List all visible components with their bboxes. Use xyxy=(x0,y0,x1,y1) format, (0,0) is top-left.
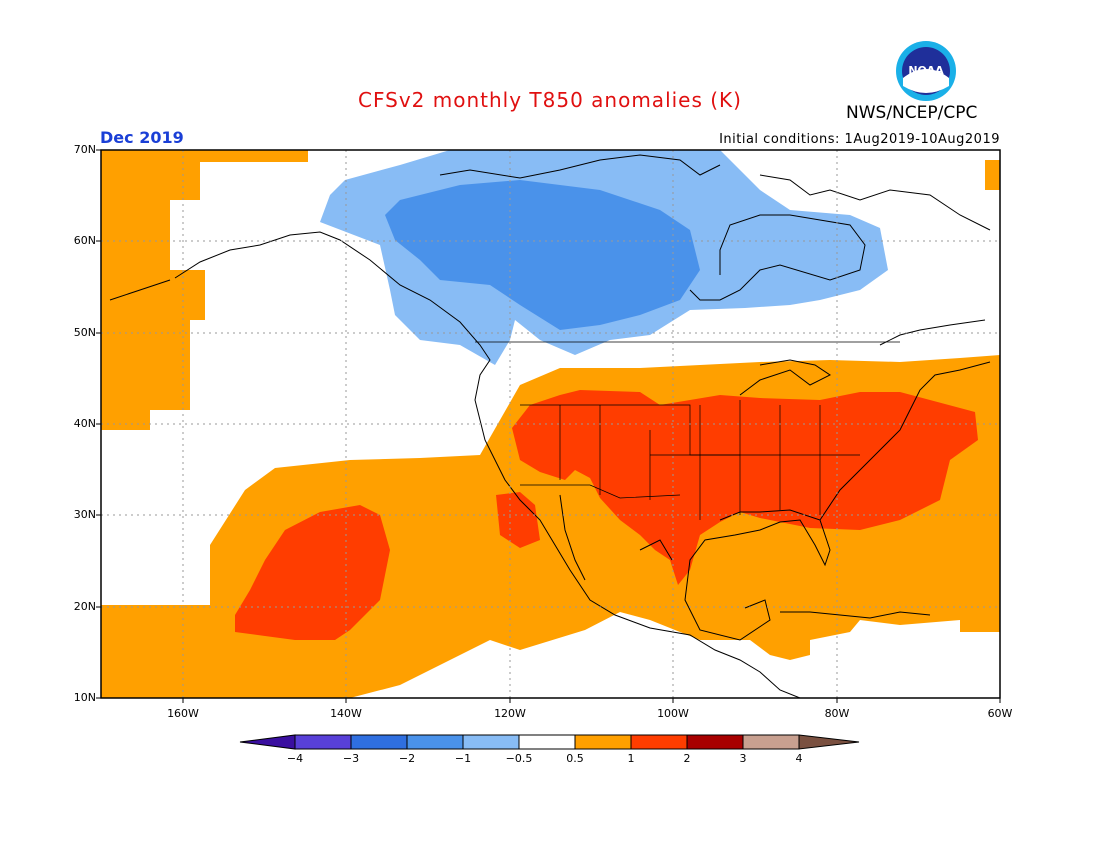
colorbar-max-arrow xyxy=(798,734,860,750)
colorbar-label: 1 xyxy=(627,752,635,765)
noaa-logo-icon: NOAA xyxy=(896,41,956,101)
logo-text: NOAA xyxy=(908,64,944,77)
colorbar-swatch xyxy=(350,734,408,750)
anomaly-neg1-neg2-shading xyxy=(385,180,700,330)
colorbar-label: −2 xyxy=(398,752,416,765)
anomaly-1-2-shading xyxy=(235,390,978,640)
initial-conditions: Initial conditions: 1Aug2019-10Aug2019 xyxy=(719,132,1000,147)
lon-label-80w: 80W xyxy=(824,707,850,720)
colorbar-swatch xyxy=(574,734,632,750)
colorbar-min-arrow xyxy=(239,734,296,750)
lon-label-120w: 120W xyxy=(494,707,526,720)
lon-label-100w: 100W xyxy=(657,707,689,720)
colorbar-swatch xyxy=(462,734,520,750)
graticule xyxy=(101,150,1000,698)
colorbar-swatch xyxy=(406,734,464,750)
colorbar-swatch xyxy=(518,734,576,750)
lat-label-50n: 50N xyxy=(73,326,96,339)
colorbar-label: −4 xyxy=(286,752,304,765)
lat-label-10n: 10N xyxy=(73,691,96,704)
colorbar-swatch xyxy=(686,734,744,750)
colorbar-label: 0.5 xyxy=(566,752,584,765)
colorbar-swatch xyxy=(294,734,352,750)
colorbar-swatch xyxy=(630,734,688,750)
lat-label-40n: 40N xyxy=(73,417,96,430)
colorbar-swatch xyxy=(742,734,800,750)
colorbar-label: 3 xyxy=(739,752,747,765)
lat-label-70n: 70N xyxy=(73,143,96,156)
org-label: NWS/NCEP/CPC xyxy=(846,103,978,123)
lat-label-60n: 60N xyxy=(73,234,96,247)
map-title: CFSv2 monthly T850 anomalies (K) xyxy=(358,88,742,112)
lon-label-140w: 140W xyxy=(330,707,362,720)
coastlines xyxy=(109,154,991,698)
axis-ticks xyxy=(96,149,1001,703)
colorbar-label: −3 xyxy=(342,752,360,765)
lon-label-60w: 60W xyxy=(987,707,1013,720)
colorbar-label: 2 xyxy=(683,752,691,765)
political-borders xyxy=(475,341,900,520)
lon-label-160w: 160W xyxy=(167,707,199,720)
lat-label-20n: 20N xyxy=(73,600,96,613)
colorbar-label: −0.5 xyxy=(505,752,533,765)
colorbar xyxy=(239,734,860,750)
colorbar-label: 4 xyxy=(795,752,803,765)
valid-month: Dec 2019 xyxy=(100,128,184,147)
colorbar-label: −1 xyxy=(454,752,472,765)
lat-label-30n: 30N xyxy=(73,508,96,521)
